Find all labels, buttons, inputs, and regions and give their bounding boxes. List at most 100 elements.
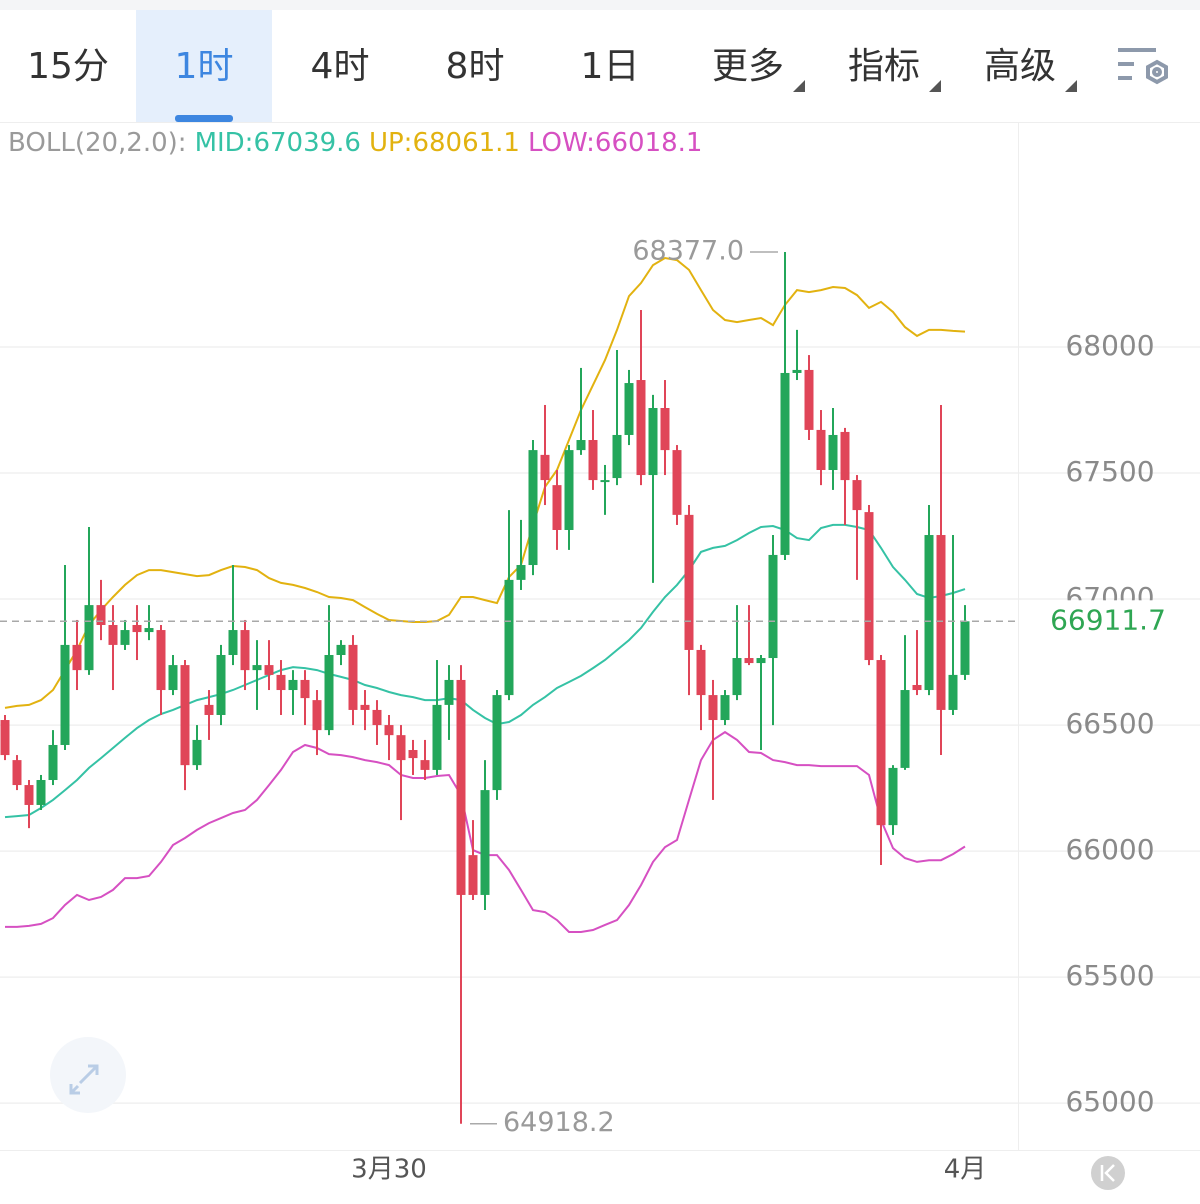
- candle-body: [348, 644, 358, 710]
- candle-body: [252, 665, 262, 671]
- tab[interactable]: 更多: [712, 46, 784, 87]
- tab-selected-bg: [136, 10, 272, 122]
- candle-body: [108, 625, 118, 645]
- candle-body: [168, 665, 178, 691]
- candle-body: [192, 739, 202, 766]
- dropdown-arrows: [793, 80, 1077, 92]
- boll-line: [4, 523, 966, 819]
- candle-body: [288, 679, 298, 691]
- candle-body: [756, 658, 766, 664]
- candle-body: [780, 372, 790, 555]
- candle-body: [276, 674, 286, 691]
- y-tick-label: 65500: [1065, 959, 1154, 992]
- candle-body: [624, 383, 634, 435]
- tab-indicator: [175, 115, 233, 122]
- indicator-legend: BOLL(20,2.0): MID:67039.6 UP:68061.1 LOW:66…: [8, 128, 702, 158]
- candle-body: [264, 665, 274, 675]
- candle-body: [24, 785, 34, 805]
- candle-body: [36, 780, 46, 805]
- candle-body: [816, 429, 826, 471]
- candle-body: [312, 700, 322, 731]
- candle-body: [132, 625, 142, 633]
- y-tick-label: 66500: [1065, 707, 1154, 740]
- expand-button[interactable]: [50, 1037, 126, 1113]
- candle-body: [600, 480, 610, 483]
- status-strip: [0, 0, 1200, 10]
- candle-body: [12, 760, 22, 786]
- candle-body: [840, 431, 850, 481]
- x-tick-label: 4月: [944, 1155, 987, 1185]
- candle-body: [336, 644, 346, 655]
- tab[interactable]: 8时: [446, 46, 505, 87]
- x-tick-label: 3月30: [351, 1155, 427, 1185]
- candle-body: [636, 380, 646, 476]
- tab[interactable]: 4时: [311, 46, 370, 87]
- candle-body: [240, 630, 250, 671]
- tab[interactable]: 高级: [984, 46, 1056, 87]
- candle-body: [924, 535, 934, 691]
- candle-body: [96, 605, 106, 626]
- candle-body: [768, 554, 778, 659]
- candle-body: [408, 750, 418, 759]
- candle-body: [156, 630, 166, 691]
- candle-body: [936, 535, 946, 710]
- candle-body: [216, 655, 226, 715]
- candle-body: [396, 735, 406, 761]
- tab[interactable]: 1日: [581, 46, 640, 87]
- candle-body: [576, 440, 586, 451]
- annotation-label: 64918.2: [503, 1107, 615, 1138]
- candle-body: [444, 679, 454, 705]
- candle-body: [420, 760, 430, 770]
- candle-body: [708, 695, 718, 721]
- y-tick-label: 67500: [1065, 455, 1154, 488]
- candle-body: [948, 674, 958, 710]
- candle-body: [456, 679, 466, 895]
- candle-body: [912, 684, 922, 691]
- candle-body: [228, 630, 238, 655]
- candle-body: [72, 644, 82, 671]
- y-tick-label: 66000: [1065, 833, 1154, 866]
- boll-line: [4, 256, 966, 709]
- candle-body: [468, 855, 478, 895]
- tab-bar: 15分 1时 4时 8时 1日 更多 指标 高级: [27, 10, 1056, 122]
- candle-body: [900, 690, 910, 768]
- candles: [0, 251, 970, 1124]
- candle-body: [528, 450, 538, 566]
- tab[interactable]: 1时: [175, 46, 234, 87]
- candle-body: [888, 767, 898, 826]
- candle-body: [648, 408, 658, 476]
- candle-body: [588, 440, 598, 481]
- candle-body: [120, 630, 130, 645]
- scroll-to-latest[interactable]: [1091, 1156, 1125, 1190]
- legend-entry: LOW:66018.1: [528, 128, 702, 158]
- candle-body: [744, 658, 754, 664]
- candle-body: [552, 485, 562, 530]
- candle-body: [492, 695, 502, 791]
- candle-body: [84, 605, 94, 671]
- candle-body: [0, 720, 10, 756]
- tab[interactable]: 15分: [27, 46, 109, 87]
- settings-icon[interactable]: [1118, 48, 1168, 85]
- candle-body: [360, 704, 370, 710]
- legend-entry: UP:68061.1: [369, 128, 520, 158]
- candle-body: [696, 649, 706, 696]
- candle-body: [672, 450, 682, 515]
- candle-body: [732, 658, 742, 696]
- indicator-name: BOLL(20,2.0):: [8, 128, 187, 158]
- candle-body: [564, 450, 574, 530]
- candle-body: [324, 655, 334, 731]
- candle-body: [516, 565, 526, 580]
- annotation-label: 68377.0: [632, 235, 744, 266]
- candle-body: [792, 369, 802, 373]
- tab[interactable]: 指标: [848, 46, 920, 87]
- candle-body: [864, 512, 874, 661]
- candle-body: [804, 369, 814, 430]
- last-price-bg: [1038, 600, 1188, 643]
- candle-body: [612, 434, 622, 479]
- candle-body: [660, 408, 670, 451]
- candle-body: [504, 579, 514, 696]
